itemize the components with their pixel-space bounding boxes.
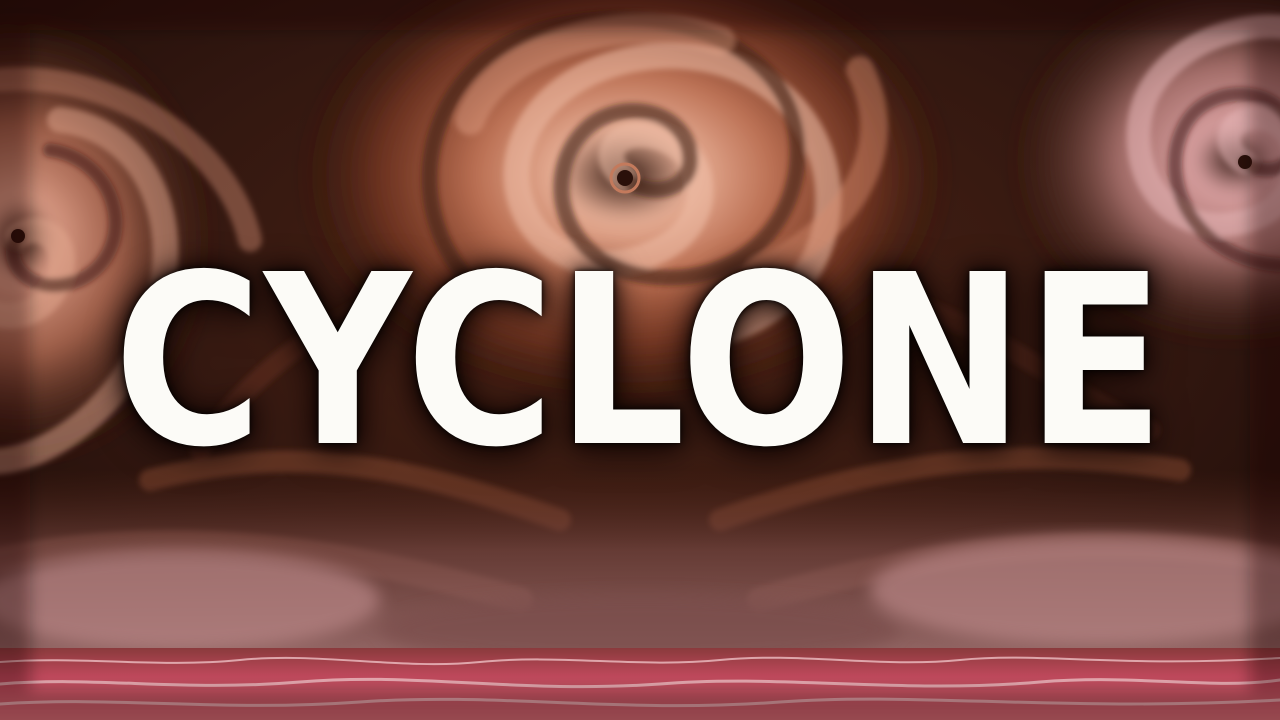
game-title: CYCLONE [113, 224, 1167, 499]
center-cyclone [295, 0, 955, 405]
